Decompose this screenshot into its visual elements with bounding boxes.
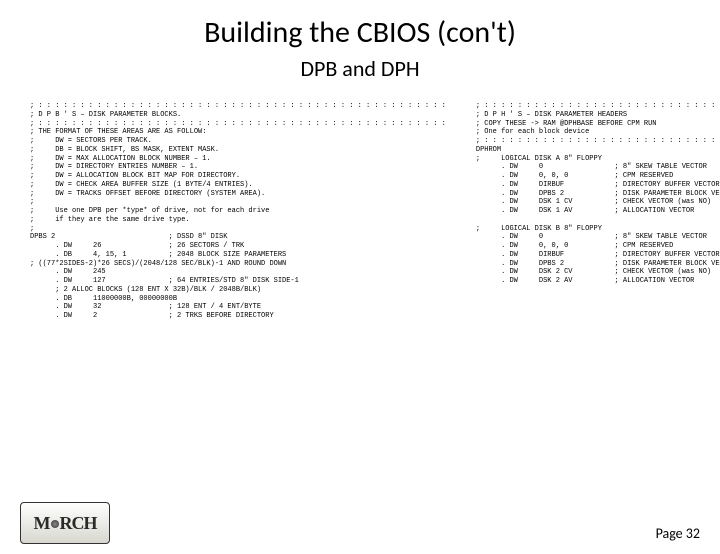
logo-text: MRCH xyxy=(34,513,97,534)
slide-title: Building the CBIOS (con't) xyxy=(0,14,720,51)
march-logo: MRCH xyxy=(20,502,110,544)
code-right-dph: ; : : : : : : : : : : : : : : : : : : : … xyxy=(476,102,720,321)
page-number: Page 32 xyxy=(656,525,700,542)
code-left-dpb: ; : : : : : : : : : : : : : : : : : : : … xyxy=(30,102,446,321)
code-columns: ; : : : : : : : : : : : : : : : : : : : … xyxy=(0,82,720,321)
slide-subtitle: DPB and DPH xyxy=(0,55,720,82)
